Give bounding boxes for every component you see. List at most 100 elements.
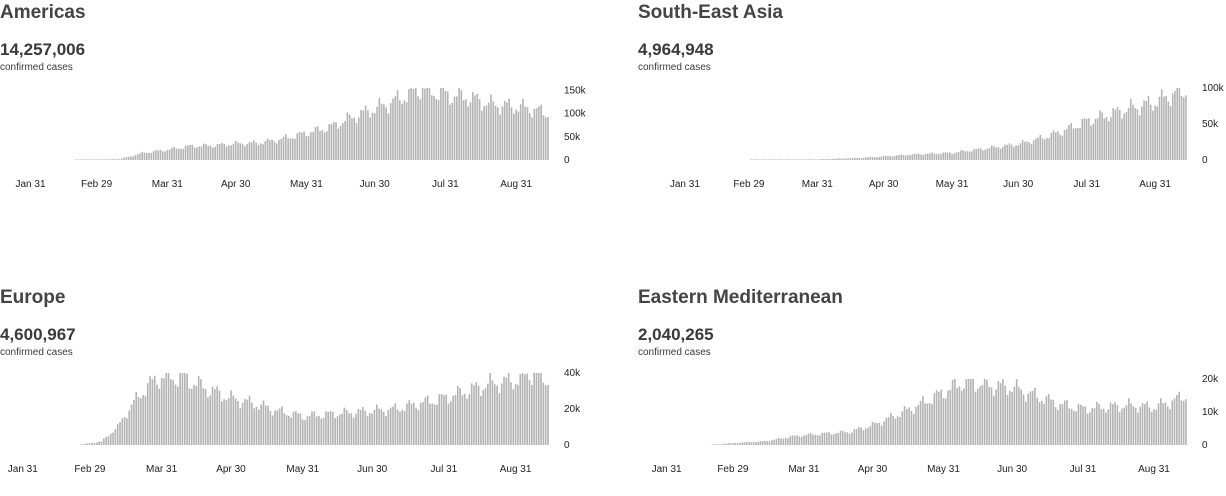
y-tick-label: 150k — [564, 85, 587, 96]
bar — [102, 159, 105, 160]
bar — [335, 122, 337, 160]
bar — [271, 139, 273, 160]
bar — [339, 125, 342, 160]
bar — [887, 156, 889, 160]
bar — [364, 410, 367, 445]
bars — [711, 379, 1187, 445]
bar — [362, 110, 365, 160]
bar — [1038, 402, 1041, 445]
bar — [258, 409, 260, 445]
x-tick-label: Jan 31 — [670, 179, 700, 190]
bar — [820, 159, 823, 160]
bar — [816, 159, 819, 160]
x-tick-label: May 31 — [286, 464, 319, 475]
bar — [444, 90, 447, 160]
bar — [524, 374, 526, 445]
bar — [772, 159, 774, 160]
bar — [798, 159, 801, 160]
bar — [262, 144, 264, 160]
x-axis: Jan 31 Feb 29 Mar 31 Apr 30 May 31 Jun 30 Jul … — [670, 179, 1171, 190]
region-title: Americas — [0, 2, 86, 23]
bar — [1139, 406, 1142, 445]
bar — [785, 159, 788, 160]
bar — [191, 144, 194, 160]
bar — [497, 107, 499, 160]
bar — [451, 102, 454, 160]
bar — [847, 158, 850, 160]
bar — [313, 411, 316, 445]
x-tick-label: Jan 31 — [8, 464, 38, 475]
bar — [241, 402, 244, 445]
bar — [1148, 407, 1151, 445]
bar — [1027, 393, 1029, 445]
bar — [91, 442, 94, 445]
bar — [436, 404, 438, 445]
bar — [163, 378, 165, 445]
bar — [360, 109, 362, 160]
bar — [1083, 118, 1086, 160]
bar — [223, 399, 225, 445]
bar — [1068, 124, 1070, 160]
bar — [392, 98, 394, 160]
bar — [447, 403, 450, 445]
bar — [350, 413, 353, 445]
bar — [367, 110, 369, 160]
bar — [327, 411, 330, 445]
bar — [909, 155, 911, 160]
bar — [415, 408, 417, 445]
bar — [198, 146, 201, 160]
bar — [1043, 139, 1046, 160]
bar — [814, 159, 816, 160]
bar — [336, 416, 339, 445]
bar — [1166, 406, 1169, 445]
bar — [862, 157, 865, 160]
bar — [990, 145, 993, 160]
bar — [214, 389, 216, 445]
bar — [954, 379, 956, 445]
bar — [469, 102, 472, 160]
bar — [1052, 399, 1055, 445]
bar — [975, 148, 978, 160]
bar — [1015, 145, 1017, 160]
bar — [428, 88, 431, 160]
bar — [216, 144, 219, 160]
bar — [474, 95, 476, 160]
bar — [435, 99, 438, 160]
bar — [98, 159, 100, 160]
bar — [193, 147, 196, 160]
bar — [1176, 395, 1178, 445]
bar — [858, 427, 860, 445]
bar — [348, 413, 350, 445]
bar — [718, 444, 721, 445]
bar — [121, 418, 124, 445]
bar — [510, 382, 512, 445]
bar — [801, 159, 803, 160]
bar — [789, 436, 791, 445]
bar — [1079, 404, 1082, 445]
bar — [982, 150, 984, 160]
bar — [970, 379, 972, 445]
bar — [446, 91, 449, 160]
bar — [1116, 106, 1119, 160]
bar — [1002, 379, 1004, 445]
bar — [922, 396, 924, 445]
bar — [1174, 91, 1176, 160]
bar — [1134, 108, 1136, 160]
bar — [82, 159, 84, 160]
bar — [535, 373, 538, 445]
bar — [152, 151, 155, 160]
bar — [431, 403, 434, 445]
bar — [995, 389, 997, 445]
bar — [260, 404, 262, 445]
bar — [422, 402, 424, 445]
bar — [123, 417, 126, 445]
bar — [1154, 105, 1156, 160]
bar — [430, 95, 433, 160]
bar — [878, 156, 880, 160]
bar — [823, 158, 825, 160]
bar — [445, 394, 448, 445]
bar — [481, 110, 483, 160]
bar — [105, 436, 107, 445]
bar — [1090, 125, 1092, 160]
bar — [107, 159, 109, 160]
